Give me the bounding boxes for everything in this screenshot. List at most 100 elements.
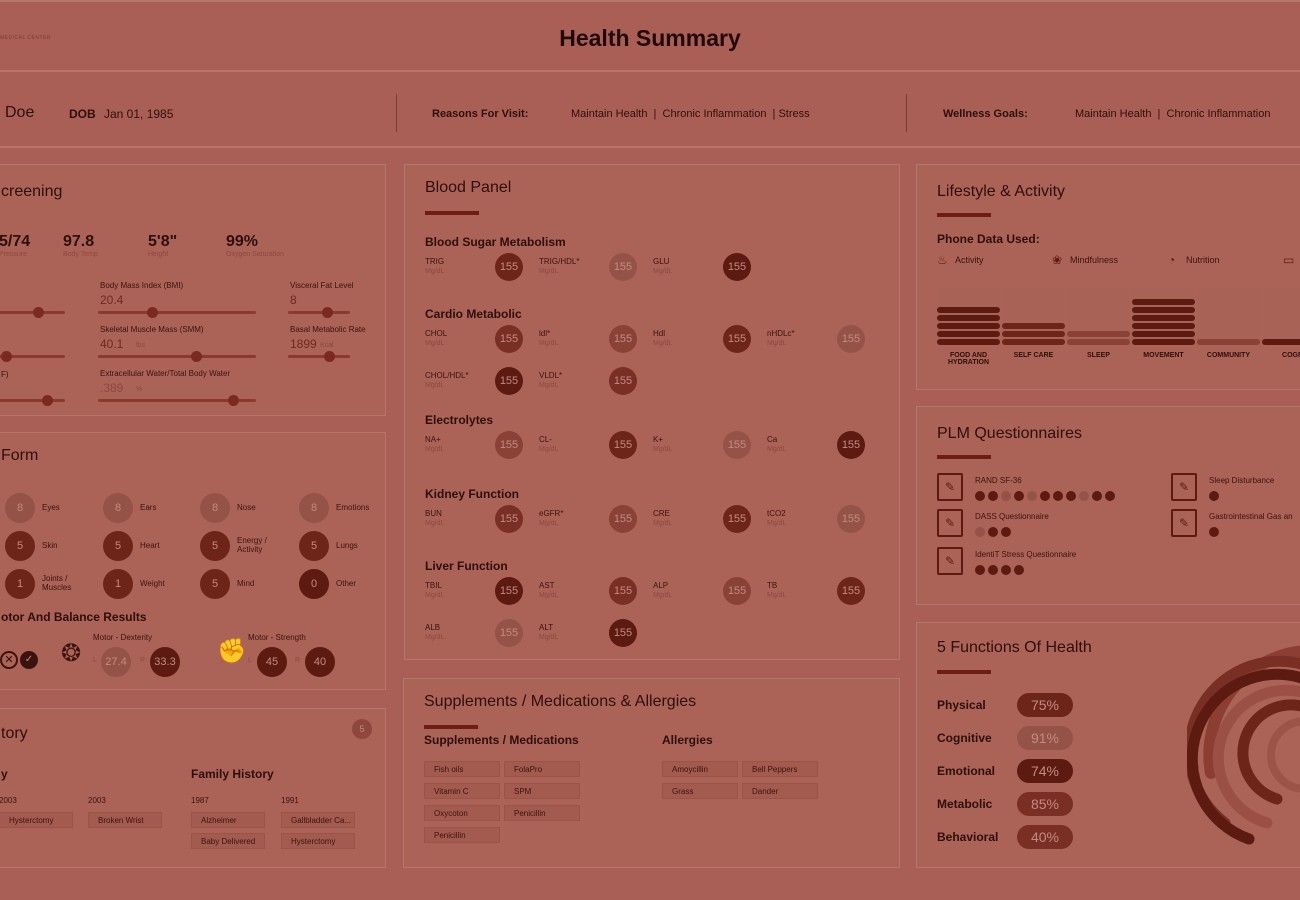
chart-category-label: MOVEMENT xyxy=(1143,352,1184,359)
bmr-slider[interactable] xyxy=(288,351,350,362)
chart-bar-segment xyxy=(937,307,1000,313)
marker-value[interactable]: 155 xyxy=(837,577,865,605)
slider-knob[interactable] xyxy=(228,395,239,406)
vital-value: 5/74 xyxy=(0,233,31,250)
chart-bar-segment xyxy=(1132,331,1195,337)
marker-value[interactable]: 155 xyxy=(495,431,523,459)
questionnaire-name[interactable]: DASS Questionnaire xyxy=(975,512,1049,521)
smm-slider[interactable] xyxy=(98,351,256,362)
symptom-label: Heart xyxy=(140,541,160,550)
score-dot xyxy=(1040,491,1050,501)
logo: MEDICAL CENTER xyxy=(0,35,51,41)
marker-value[interactable]: 155 xyxy=(495,325,523,353)
marker-value[interactable]: 155 xyxy=(609,577,637,605)
marker-unit: Mg/dL xyxy=(425,592,445,599)
chart-category-label: SLEEP xyxy=(1087,352,1110,359)
clipboard-icon: ✎ xyxy=(937,547,963,575)
supplements-title: Supplements / Medications & Allergies xyxy=(424,693,697,710)
visit-reasons: Maintain Health | Chronic Inflammation |… xyxy=(571,108,810,120)
allergies-subtitle: Allergies xyxy=(662,733,713,747)
marker-name: ALB xyxy=(425,623,441,632)
marker-value[interactable]: 155 xyxy=(609,505,637,533)
slider-knob[interactable] xyxy=(1,351,12,362)
score-dot xyxy=(975,565,985,575)
clipboard-icon: ✎ xyxy=(937,473,963,501)
pbf-label: F) xyxy=(1,370,9,379)
title-underline xyxy=(937,455,991,459)
personal-history-title: y xyxy=(1,767,8,781)
marker-value[interactable]: 155 xyxy=(495,619,523,647)
smm-unit: lbs xyxy=(136,342,145,349)
title-underline xyxy=(424,725,478,729)
chart-bar-segment xyxy=(1002,339,1065,345)
marker-name: VLDL* xyxy=(539,371,563,380)
marker-value[interactable]: 155 xyxy=(495,253,523,281)
marker-name: tCO2 xyxy=(767,509,786,518)
marker-name: BUN xyxy=(425,509,442,518)
marker-name: nHDLc* xyxy=(767,329,795,338)
slider-knob[interactable] xyxy=(324,351,335,362)
divider xyxy=(396,94,397,132)
slider[interactable] xyxy=(0,307,65,318)
slider[interactable] xyxy=(0,351,65,362)
marker-value[interactable]: 155 xyxy=(609,325,637,353)
ecw-slider[interactable] xyxy=(98,395,256,406)
history-count-badge[interactable]: 5 xyxy=(352,719,372,739)
marker-value[interactable]: 155 xyxy=(723,431,751,459)
clipboard-icon: ✎ xyxy=(1171,473,1197,501)
slider-knob[interactable] xyxy=(322,307,333,318)
symptom-label: Lungs xyxy=(336,541,358,550)
dexterity-label: Motor - Dexterity xyxy=(93,633,153,642)
marker-value[interactable]: 155 xyxy=(837,431,865,459)
slider-knob[interactable] xyxy=(33,307,44,318)
bmi-slider[interactable] xyxy=(98,307,256,318)
marker-value[interactable]: 155 xyxy=(609,619,637,647)
slider-knob[interactable] xyxy=(42,395,53,406)
marker-unit: Mg/dL xyxy=(653,340,673,347)
slider-knob[interactable] xyxy=(147,307,158,318)
visceral-slider[interactable] xyxy=(288,307,350,318)
vital-label: Oxygen Saturation xyxy=(226,251,284,258)
ecw-unit: % xyxy=(136,386,143,393)
slider[interactable] xyxy=(0,395,65,406)
marker-value[interactable]: 155 xyxy=(837,505,865,533)
slider-knob[interactable] xyxy=(191,351,202,362)
marker-value[interactable]: 155 xyxy=(495,367,523,395)
marker-name: Ca xyxy=(767,435,778,444)
marker-value[interactable]: 155 xyxy=(723,577,751,605)
marker-name: CHOL/HDL* xyxy=(425,371,469,380)
score-dot xyxy=(1105,491,1115,501)
symptom-score: 5 xyxy=(103,531,133,561)
flame-icon: ♨ xyxy=(937,253,948,267)
marker-value[interactable]: 155 xyxy=(837,325,865,353)
history-tag: Alzheimer xyxy=(191,812,265,828)
questionnaire-name[interactable]: RAND SF-36 xyxy=(975,476,1022,485)
marker-value[interactable]: 155 xyxy=(609,431,637,459)
score-dot xyxy=(1027,491,1037,501)
score-dot xyxy=(988,527,998,537)
questionnaire-name[interactable]: IdentiT Stress Questionnaire xyxy=(975,550,1077,559)
marker-unit: Mg/dL xyxy=(539,634,559,641)
symptom-label: Emotions xyxy=(336,503,370,512)
symptom-label: Skin xyxy=(42,541,58,550)
source-nutrition: Nutrition xyxy=(1186,255,1220,265)
marker-value[interactable]: 155 xyxy=(495,577,523,605)
marker-value[interactable]: 155 xyxy=(609,367,637,395)
chart-bar-segment xyxy=(1067,331,1130,337)
vital-label: Pressure xyxy=(0,251,28,258)
marker-value[interactable]: 155 xyxy=(495,505,523,533)
vital-label: Body Temp xyxy=(63,251,98,258)
symptom-score: 5 xyxy=(200,569,230,599)
marker-value[interactable]: 155 xyxy=(609,253,637,281)
chart-bar-segment xyxy=(1132,323,1195,329)
questionnaire-dots xyxy=(975,524,1014,542)
questionnaire-name[interactable]: Gastrointestinal Gas an xyxy=(1209,512,1293,521)
marker-value[interactable]: 155 xyxy=(723,253,751,281)
marker-name: eGFR* xyxy=(539,509,564,518)
questionnaire-name[interactable]: Sleep Disturbance xyxy=(1209,476,1275,485)
screening-title: creening xyxy=(1,183,63,200)
marker-value[interactable]: 155 xyxy=(723,505,751,533)
marker-unit: Mg/dL xyxy=(425,382,445,389)
blood-section-title: Cardio Metabolic xyxy=(425,307,522,321)
marker-value[interactable]: 155 xyxy=(723,325,751,353)
